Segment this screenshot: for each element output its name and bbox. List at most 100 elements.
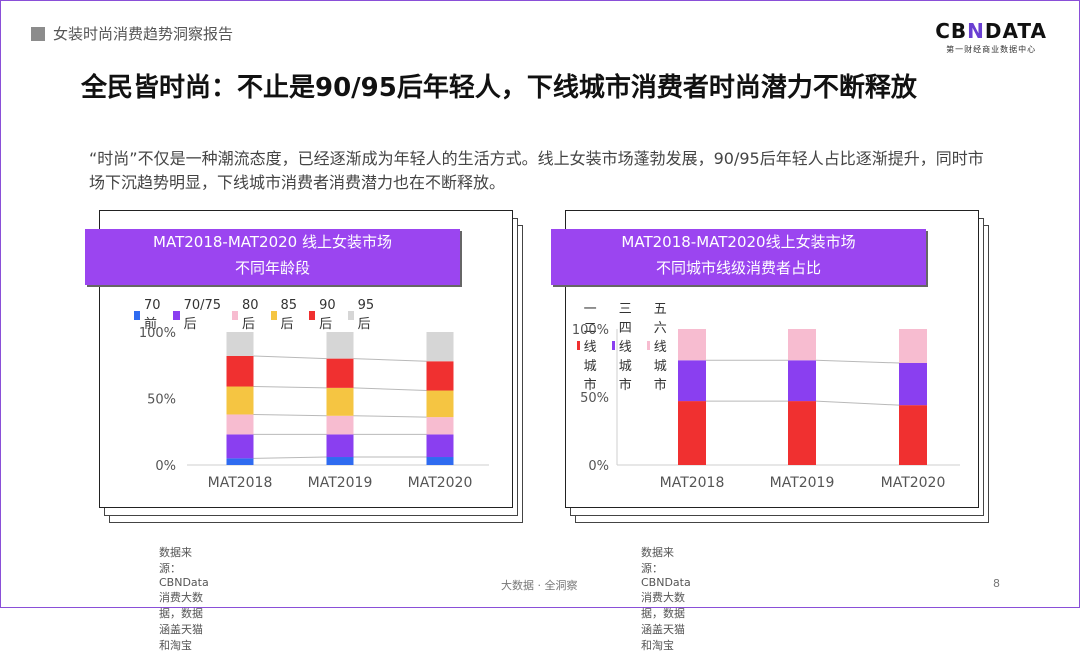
y-tick-label: 100% bbox=[572, 323, 609, 338]
bar-segment bbox=[899, 405, 927, 465]
right-source: 数据来源：CBNData消费大数据，数据涵盖天猫和淘宝 bbox=[641, 546, 691, 652]
right-chart-title-2: 不同城市线级消费者占比 bbox=[655, 259, 821, 277]
x-tick-label: MAT2019 bbox=[308, 475, 373, 491]
series-connector-line bbox=[253, 355, 327, 360]
bar-segment bbox=[899, 363, 927, 406]
section-square-icon bbox=[31, 26, 45, 41]
series-connector-line bbox=[815, 400, 900, 406]
legend-item: 85后 bbox=[270, 298, 301, 332]
cbndata-logo: CBNDATA 第一财经商业数据中心 bbox=[935, 19, 1047, 55]
right-chart-header: MAT2018-MAT2020线上女装市场 不同城市线级消费者占比 bbox=[551, 229, 926, 285]
legend-label: 90后 bbox=[319, 298, 336, 332]
y-tick-label: 0% bbox=[588, 459, 609, 474]
series-connector-line bbox=[253, 413, 327, 417]
logo-suffix: DATA bbox=[984, 19, 1047, 43]
bar-segment bbox=[678, 360, 706, 402]
legend-item: 80后 bbox=[232, 298, 262, 332]
right-chart-title-1: MAT2018-MAT2020线上女装市场 bbox=[621, 233, 856, 251]
left-chart: 0% 50% 100% MAT2018 MAT2019 MAT2020 bbox=[139, 326, 489, 491]
legend-item: 90后 bbox=[309, 298, 339, 332]
legend-item: 95后 bbox=[347, 298, 378, 332]
legend-swatch bbox=[172, 310, 180, 320]
bar-segment bbox=[678, 329, 706, 361]
footer-text: 大数据 · 全洞察 bbox=[501, 579, 578, 592]
x-tick-label: MAT2020 bbox=[408, 475, 473, 491]
legend-item: 70前 bbox=[134, 298, 164, 332]
logo-tagline: 第一财经商业数据中心 bbox=[946, 45, 1037, 54]
bar-segment bbox=[226, 355, 254, 387]
right-chart: 0% 50% 100% MAT2018 MAT2019 MAT2020 bbox=[572, 323, 960, 491]
bar-segment bbox=[326, 457, 354, 465]
bar-segment bbox=[426, 332, 454, 362]
x-tick-label: MAT2020 bbox=[881, 475, 946, 491]
bar-segment bbox=[326, 415, 354, 435]
right-chart-legend: 一二线城市 三四线城市 五六线城市 bbox=[577, 298, 682, 393]
bar-segment bbox=[678, 401, 706, 465]
y-tick-label: 100% bbox=[139, 326, 176, 341]
legend-swatch bbox=[347, 310, 354, 320]
page-title: 全民皆时尚：不止是90/95后年轻人，下线城市消费者时尚潜力不断释放 bbox=[81, 73, 917, 103]
legend-swatch bbox=[232, 310, 238, 320]
y-tick-label: 50% bbox=[147, 393, 176, 408]
bar-segment bbox=[788, 360, 816, 402]
legend-item: 70/75后 bbox=[172, 298, 223, 332]
section-label: 女装时尚消费趋势洞察报告 bbox=[31, 23, 233, 44]
bar-segment bbox=[326, 332, 354, 359]
legend-label: 95后 bbox=[357, 298, 375, 332]
y-tick-label: 50% bbox=[580, 391, 609, 406]
bar-segment bbox=[326, 387, 354, 416]
series-connector-line bbox=[353, 358, 427, 362]
page-number: 8 bbox=[993, 577, 1000, 590]
bar-segment bbox=[326, 358, 354, 388]
bar-segment bbox=[426, 417, 454, 435]
legend-label: 85后 bbox=[280, 298, 298, 332]
legend-swatch bbox=[647, 341, 650, 350]
bar-segment bbox=[426, 390, 454, 418]
bar-segment bbox=[899, 329, 927, 363]
legend-label: 一二线城市 bbox=[583, 302, 597, 393]
legend-label: 70/75后 bbox=[183, 298, 222, 332]
left-chart-title-1: MAT2018-MAT2020 线上女装市场 bbox=[153, 233, 392, 251]
left-chart-legend: 70前 70/75后 80后 85后 90后 95后 bbox=[134, 298, 386, 332]
legend-label: 五六线城市 bbox=[653, 302, 667, 393]
bar-segment bbox=[788, 329, 816, 361]
legend-item: 三四线城市 bbox=[612, 298, 638, 393]
logo-x: N bbox=[967, 19, 985, 43]
legend-swatch bbox=[612, 341, 615, 350]
bar-segment bbox=[426, 361, 454, 391]
legend-swatch bbox=[309, 310, 316, 320]
legend-label: 80后 bbox=[241, 298, 259, 332]
page-description: “时尚”不仅是一种潮流态度，已经逐渐成为年轻人的生活方式。线上女装市场蓬勃发展，… bbox=[89, 149, 984, 192]
series-connector-line bbox=[253, 456, 327, 459]
bar-segment bbox=[226, 434, 254, 459]
legend-swatch bbox=[270, 310, 277, 320]
y-tick-label: 0% bbox=[155, 459, 176, 474]
bar-segment bbox=[226, 386, 254, 415]
section-label-text: 女装时尚消费趋势洞察报告 bbox=[53, 25, 234, 43]
series-connector-line bbox=[815, 359, 900, 364]
x-tick-label: MAT2018 bbox=[660, 475, 725, 491]
logo-prefix: CB bbox=[935, 19, 968, 43]
bar-segment bbox=[226, 458, 254, 465]
legend-label: 70前 bbox=[143, 298, 161, 332]
left-source: 数据来源：CBNData消费大数据，数据涵盖天猫和淘宝 bbox=[159, 546, 209, 652]
bar-segment bbox=[326, 434, 354, 458]
series-connector-line bbox=[253, 386, 327, 389]
left-chart-header: MAT2018-MAT2020 线上女装市场 不同年龄段 bbox=[85, 229, 460, 285]
bar-segment bbox=[226, 332, 254, 356]
bar-segment bbox=[226, 414, 254, 435]
legend-item: 五六线城市 bbox=[647, 298, 673, 393]
legend-swatch bbox=[577, 341, 580, 350]
legend-swatch bbox=[134, 310, 140, 320]
bar-segment bbox=[788, 401, 816, 465]
series-connector-line bbox=[353, 415, 427, 418]
bar-segment bbox=[426, 457, 454, 465]
legend-item: 一二线城市 bbox=[577, 298, 603, 393]
legend-label: 三四线城市 bbox=[618, 302, 632, 393]
series-connector-line bbox=[353, 387, 427, 392]
bar-segment bbox=[426, 434, 454, 458]
x-tick-label: MAT2019 bbox=[770, 475, 835, 491]
left-chart-title-2: 不同年龄段 bbox=[234, 259, 310, 277]
x-tick-label: MAT2018 bbox=[208, 475, 273, 491]
